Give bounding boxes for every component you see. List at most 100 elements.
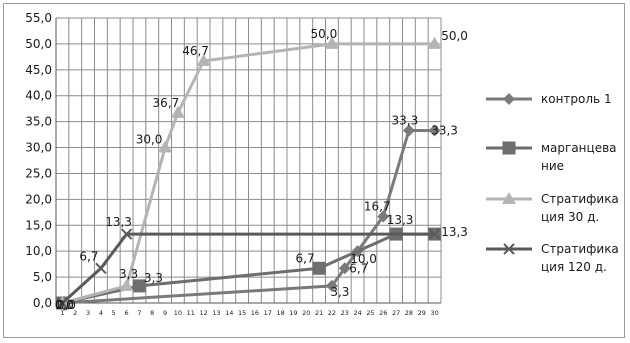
x-tick-label: 2 bbox=[73, 309, 77, 317]
x-tick-label: 3 bbox=[86, 309, 90, 317]
data-point bbox=[402, 124, 415, 137]
data-label: 0,0 bbox=[55, 298, 74, 312]
y-tick-label: 40,0 bbox=[25, 89, 52, 103]
data-label: 16,7 bbox=[364, 199, 391, 213]
y-tick-label: 30,0 bbox=[25, 141, 52, 155]
data-label: 36,7 bbox=[153, 96, 180, 110]
data-point bbox=[325, 279, 338, 292]
data-label: 30,0 bbox=[136, 133, 163, 147]
y-tick-label: 20,0 bbox=[25, 192, 52, 206]
x-tick-label: 22 bbox=[328, 309, 336, 317]
data-point bbox=[56, 297, 69, 309]
data-label: 46,7 bbox=[182, 44, 209, 58]
y-tick-label: 50,0 bbox=[25, 37, 52, 51]
y-tick-label: 15,0 bbox=[25, 218, 52, 232]
legend-label-line2: ция 30 д. bbox=[541, 210, 599, 224]
data-label: 3,3 bbox=[144, 271, 163, 285]
legend: контроль 1 марганцева ние Стратифика ция 30 … bbox=[486, 92, 619, 274]
legend-label-line2: ние bbox=[541, 159, 564, 173]
data-label: 50,0 bbox=[441, 29, 468, 43]
x-tick-label: 20 bbox=[302, 309, 310, 317]
x-tick-label: 19 bbox=[289, 309, 297, 317]
legend-marker bbox=[503, 93, 515, 105]
data-point bbox=[312, 261, 326, 275]
data-label: 33,3 bbox=[431, 123, 458, 137]
legend-marker bbox=[502, 141, 516, 155]
x-tick-label: 9 bbox=[163, 309, 167, 317]
legend-label-line2: ция 120 д. bbox=[541, 260, 607, 274]
data-point bbox=[170, 105, 185, 118]
x-tick-label: 8 bbox=[150, 309, 154, 317]
x-tick-label: 21 bbox=[315, 309, 323, 317]
x-tick-label: 5 bbox=[112, 309, 116, 317]
data-label: 33,3 bbox=[392, 113, 419, 127]
x-tick-label: 7 bbox=[137, 309, 141, 317]
x-tick-label: 10 bbox=[174, 309, 182, 317]
data-point bbox=[132, 279, 146, 293]
series-layer bbox=[55, 36, 442, 310]
data-label: 0,0 bbox=[57, 298, 76, 312]
data-label: 13,3 bbox=[441, 225, 468, 239]
y-tick-label: 35,0 bbox=[25, 115, 52, 129]
y-tick-label: 10,0 bbox=[25, 244, 52, 258]
grid-lines bbox=[55, 17, 442, 304]
legend-label: контроль 1 bbox=[541, 92, 612, 106]
x-tick-label: 11 bbox=[187, 309, 195, 317]
x-tick-label: 26 bbox=[379, 309, 387, 317]
x-tick-label: 1 bbox=[60, 309, 64, 317]
chart-frame bbox=[3, 3, 625, 338]
legend-label: Стратифика bbox=[541, 192, 619, 206]
x-tick-label: 25 bbox=[366, 309, 374, 317]
y-tick-label: 25,0 bbox=[25, 166, 52, 180]
data-label: 3,3 bbox=[119, 267, 138, 281]
legend-marker bbox=[502, 192, 516, 204]
x-tick-label: 12 bbox=[199, 309, 207, 317]
data-point bbox=[338, 262, 351, 275]
data-label: 0,0 bbox=[55, 298, 74, 312]
x-tick-label: 30 bbox=[430, 309, 438, 317]
data-label: 6,7 bbox=[79, 249, 98, 263]
x-tick-label: 18 bbox=[276, 309, 284, 317]
data-label: 13,3 bbox=[105, 215, 132, 229]
data-label: 50,0 bbox=[311, 27, 338, 41]
x-tick-label: 27 bbox=[392, 309, 400, 317]
data-point bbox=[119, 278, 134, 291]
series-line-4 bbox=[61, 232, 435, 305]
data-label: 6,7 bbox=[349, 261, 368, 275]
legend-label: Стратифика bbox=[541, 242, 619, 256]
legend-marker bbox=[503, 243, 515, 255]
x-tick-label: 4 bbox=[99, 309, 103, 317]
x-tick-label: 14 bbox=[225, 309, 233, 317]
x-tick-label: 15 bbox=[238, 309, 246, 317]
data-point bbox=[324, 36, 339, 49]
x-tick-label: 23 bbox=[341, 309, 349, 317]
data-point bbox=[427, 36, 442, 49]
data-point bbox=[428, 228, 441, 240]
data-point bbox=[377, 210, 390, 223]
x-tick-label: 24 bbox=[353, 309, 361, 317]
data-point bbox=[428, 124, 441, 137]
data-label: 0,0 bbox=[55, 298, 74, 312]
data-point bbox=[196, 54, 211, 67]
data-label: 6,7 bbox=[296, 251, 315, 265]
x-tick-label: 17 bbox=[264, 309, 272, 317]
x-tick-label: 16 bbox=[251, 309, 259, 317]
data-label: 10,0 bbox=[350, 252, 377, 266]
y-tick-label: 0,0 bbox=[33, 296, 52, 310]
y-tick-label: 45,0 bbox=[25, 63, 52, 77]
x-tick-label: 28 bbox=[405, 309, 413, 317]
axes: 0,05,010,015,020,025,030,035,040,045,050… bbox=[25, 11, 441, 317]
y-tick-label: 5,0 bbox=[33, 270, 52, 284]
y-tick-label: 55,0 bbox=[25, 11, 52, 25]
data-labels: 0,03,36,710,016,733,333,30,03,36,713,313… bbox=[55, 27, 468, 312]
legend-label: марганцева bbox=[541, 141, 617, 155]
x-tick-label: 29 bbox=[418, 309, 426, 317]
data-label: 3,3 bbox=[330, 285, 349, 299]
data-point bbox=[120, 228, 133, 240]
data-label: 13,3 bbox=[387, 213, 414, 227]
data-point bbox=[95, 262, 107, 274]
x-tick-label: 13 bbox=[212, 309, 220, 317]
x-tick-label: 6 bbox=[125, 309, 129, 317]
data-point bbox=[158, 140, 173, 153]
